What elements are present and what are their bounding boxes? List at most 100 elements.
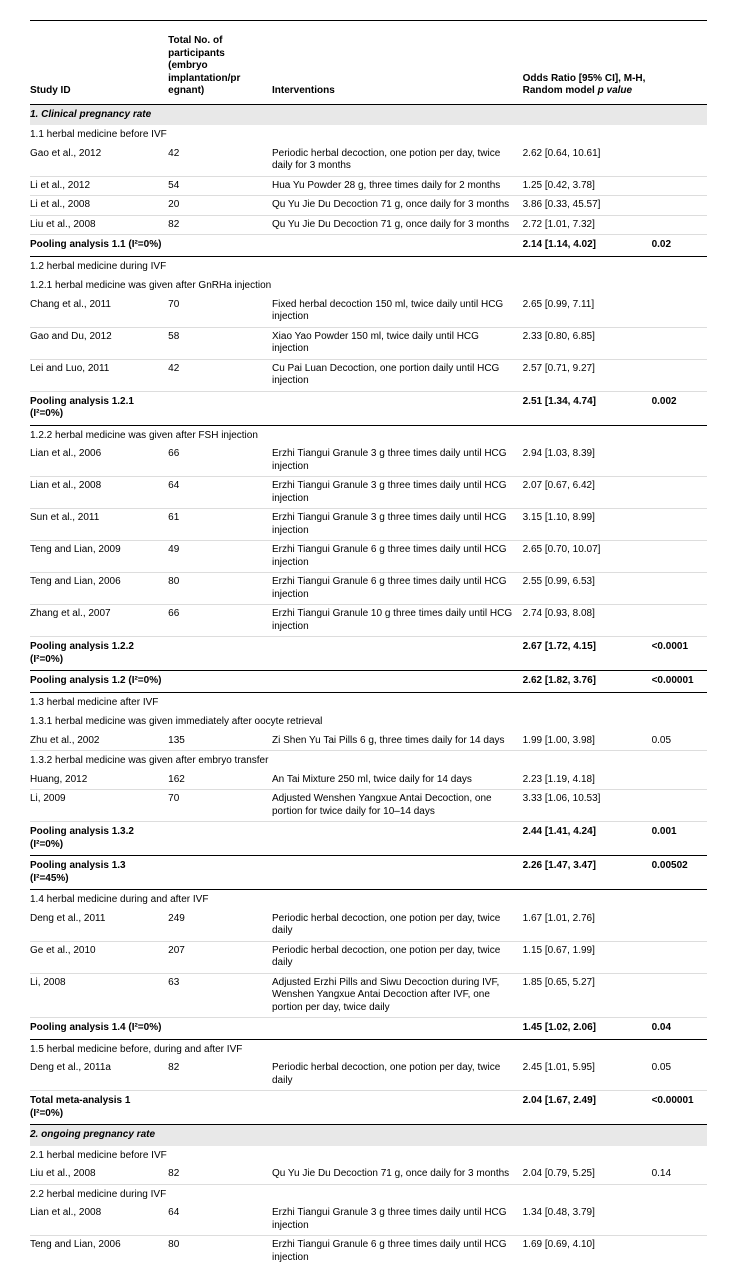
cell-n bbox=[168, 391, 272, 425]
header-study: Study ID bbox=[30, 31, 168, 104]
cell-or: 2.55 [0.99, 6.53] bbox=[523, 573, 652, 605]
cell-n: 61 bbox=[168, 509, 272, 541]
cell-int: Adjusted Wenshen Yangxue Antai Decoction… bbox=[272, 790, 523, 822]
pooling-row: Pooling analysis 1.3.2 (I²=0%)2.44 [1.41… bbox=[30, 822, 707, 856]
pooling-row: Pooling analysis 1.2 (I²=0%)2.62 [1.82, … bbox=[30, 671, 707, 693]
subsection-label: 1.5 herbal medicine before, during and a… bbox=[30, 1039, 707, 1059]
cell-int bbox=[272, 822, 523, 856]
cell-or: 2.04 [1.67, 2.49] bbox=[523, 1091, 652, 1125]
cell-int: An Tai Mixture 250 ml, twice daily for 1… bbox=[272, 771, 523, 790]
cell-p bbox=[652, 359, 707, 391]
cell-p: 0.00502 bbox=[652, 856, 707, 890]
cell-int: Erzhi Tiangui Granule 3 g three times da… bbox=[272, 445, 523, 477]
cell-p bbox=[652, 605, 707, 637]
cell-n bbox=[168, 637, 272, 671]
cell-p bbox=[652, 327, 707, 359]
cell-or: 1.45 [1.02, 2.06] bbox=[523, 1018, 652, 1040]
cell-study: Zhang et al., 2007 bbox=[30, 605, 168, 637]
cell-study: Gao and Du, 2012 bbox=[30, 327, 168, 359]
cell-study: Deng et al., 2011a bbox=[30, 1059, 168, 1091]
cell-p bbox=[652, 541, 707, 573]
cell-study: Deng et al., 2011 bbox=[30, 910, 168, 942]
cell-int: Periodic herbal decoction, one potion pe… bbox=[272, 941, 523, 973]
cell-p bbox=[652, 215, 707, 235]
pooling-row: Pooling analysis 1.3 (I²=45%) 2.26 [1.47,… bbox=[30, 856, 707, 890]
cell-p bbox=[652, 196, 707, 216]
cell-study: Lian et al., 2008 bbox=[30, 477, 168, 509]
study-row: Sun et al., 201161Erzhi Tiangui Granule … bbox=[30, 509, 707, 541]
subsection-heading: 2.2 herbal medicine during IVF bbox=[30, 1184, 707, 1204]
cell-p bbox=[652, 445, 707, 477]
cell-n: 135 bbox=[168, 732, 272, 751]
cell-or: 2.62 [1.82, 3.76] bbox=[523, 671, 652, 693]
cell-or: 2.26 [1.47, 3.47] bbox=[523, 856, 652, 890]
cell-or: 2.23 [1.19, 4.18] bbox=[523, 771, 652, 790]
cell-int: Periodic herbal decoction, one potion pe… bbox=[272, 1059, 523, 1091]
cell-p bbox=[652, 477, 707, 509]
subsection-label: 1.2.2 herbal medicine was given after FS… bbox=[30, 425, 707, 445]
cell-n: 64 bbox=[168, 1204, 272, 1236]
cell-or: 1.99 [1.00, 3.98] bbox=[523, 732, 652, 751]
subsection-label: 1.4 herbal medicine during and after IVF bbox=[30, 890, 707, 910]
cell-study: Lian et al., 2006 bbox=[30, 445, 168, 477]
cell-p bbox=[652, 296, 707, 328]
cell-int: Adjusted Erzhi Pills and Siwu Decoction … bbox=[272, 973, 523, 1018]
cell-n: 82 bbox=[168, 1059, 272, 1091]
cell-study: Zhu et al., 2002 bbox=[30, 732, 168, 751]
cell-n: 64 bbox=[168, 477, 272, 509]
study-row: Liu et al., 200882Qu Yu Jie Du Decoction… bbox=[30, 1165, 707, 1184]
cell-n: 49 bbox=[168, 541, 272, 573]
cell-n: 207 bbox=[168, 941, 272, 973]
cell-study: Chang et al., 2011 bbox=[30, 296, 168, 328]
study-row: Teng and Lian, 200680Erzhi Tiangui Granu… bbox=[30, 573, 707, 605]
cell-study: Total meta-analysis 1 (I²=0%) bbox=[30, 1091, 168, 1125]
subsection-label: 2.1 herbal medicine before IVF bbox=[30, 1146, 707, 1166]
cell-or: 1.67 [1.01, 2.76] bbox=[523, 910, 652, 942]
cell-study: Pooling analysis 1.3 (I²=45%) bbox=[30, 856, 168, 890]
subsection-label: 1.2.1 herbal medicine was given after Gn… bbox=[30, 276, 707, 296]
cell-study: Pooling analysis 1.4 (I²=0%) bbox=[30, 1018, 168, 1040]
cell-int bbox=[272, 391, 523, 425]
cell-p bbox=[652, 509, 707, 541]
cell-p: 0.001 bbox=[652, 822, 707, 856]
cell-or: 1.25 [0.42, 3.78] bbox=[523, 176, 652, 196]
cell-or: 1.85 [0.65, 5.27] bbox=[523, 973, 652, 1018]
subsection-heading: 1.3 herbal medicine after IVF bbox=[30, 692, 707, 712]
cell-or: 2.94 [1.03, 8.39] bbox=[523, 445, 652, 477]
subsection-heading: 1.2.1 herbal medicine was given after Gn… bbox=[30, 276, 707, 296]
cell-n bbox=[168, 1018, 272, 1040]
cell-n: 82 bbox=[168, 1165, 272, 1184]
cell-or: 2.45 [1.01, 5.95] bbox=[523, 1059, 652, 1091]
cell-or: 2.04 [0.79, 5.25] bbox=[523, 1165, 652, 1184]
subsection-label: 1.3.2 herbal medicine was given after em… bbox=[30, 751, 707, 771]
cell-study: Huang, 2012 bbox=[30, 771, 168, 790]
cell-n: 162 bbox=[168, 771, 272, 790]
cell-study: Gao et al., 2012 bbox=[30, 145, 168, 177]
study-row: Zhang et al., 200766Erzhi Tiangui Granul… bbox=[30, 605, 707, 637]
header-n: Total No. of participants (embryo implan… bbox=[168, 31, 272, 104]
header-odds-ratio: Odds Ratio [95% CI], M-H, Random model p… bbox=[523, 31, 652, 104]
header-interventions: Interventions bbox=[272, 31, 523, 104]
cell-or: 1.34 [0.48, 3.79] bbox=[523, 1204, 652, 1236]
pooling-row: Pooling analysis 1.4 (I²=0%) 1.45 [1.02, … bbox=[30, 1018, 707, 1040]
cell-int: Erzhi Tiangui Granule 10 g three times d… bbox=[272, 605, 523, 637]
cell-p: 0.002 bbox=[652, 391, 707, 425]
cell-n: 58 bbox=[168, 327, 272, 359]
subsection-heading: 1.2.2 herbal medicine was given after FS… bbox=[30, 425, 707, 445]
cell-int: Erzhi Tiangui Granule 6 g three times da… bbox=[272, 1236, 523, 1268]
cell-study: Teng and Lian, 2006 bbox=[30, 1236, 168, 1268]
meta-analysis-table: Study ID Total No. of participants (embr… bbox=[30, 31, 707, 1267]
cell-study: Ge et al., 2010 bbox=[30, 941, 168, 973]
section-label: 2. ongoing pregnancy rate bbox=[30, 1125, 707, 1146]
cell-int bbox=[272, 637, 523, 671]
subsection-label: 2.2 herbal medicine during IVF bbox=[30, 1184, 707, 1204]
cell-or: 2.67 [1.72, 4.15] bbox=[523, 637, 652, 671]
cell-n: 70 bbox=[168, 296, 272, 328]
cell-int: Erzhi Tiangui Granule 3 g three times da… bbox=[272, 477, 523, 509]
cell-study: Liu et al., 2008 bbox=[30, 215, 168, 235]
pooling-row: Pooling analysis 1.1 (I²=0%)2.14 [1.14, … bbox=[30, 235, 707, 257]
cell-study: Teng and Lian, 2006 bbox=[30, 573, 168, 605]
subsection-label: 1.3.1 herbal medicine was given immediat… bbox=[30, 712, 707, 732]
study-row: Li, 200970Adjusted Wenshen Yangxue Antai… bbox=[30, 790, 707, 822]
cell-study: Li et al., 2008 bbox=[30, 196, 168, 216]
